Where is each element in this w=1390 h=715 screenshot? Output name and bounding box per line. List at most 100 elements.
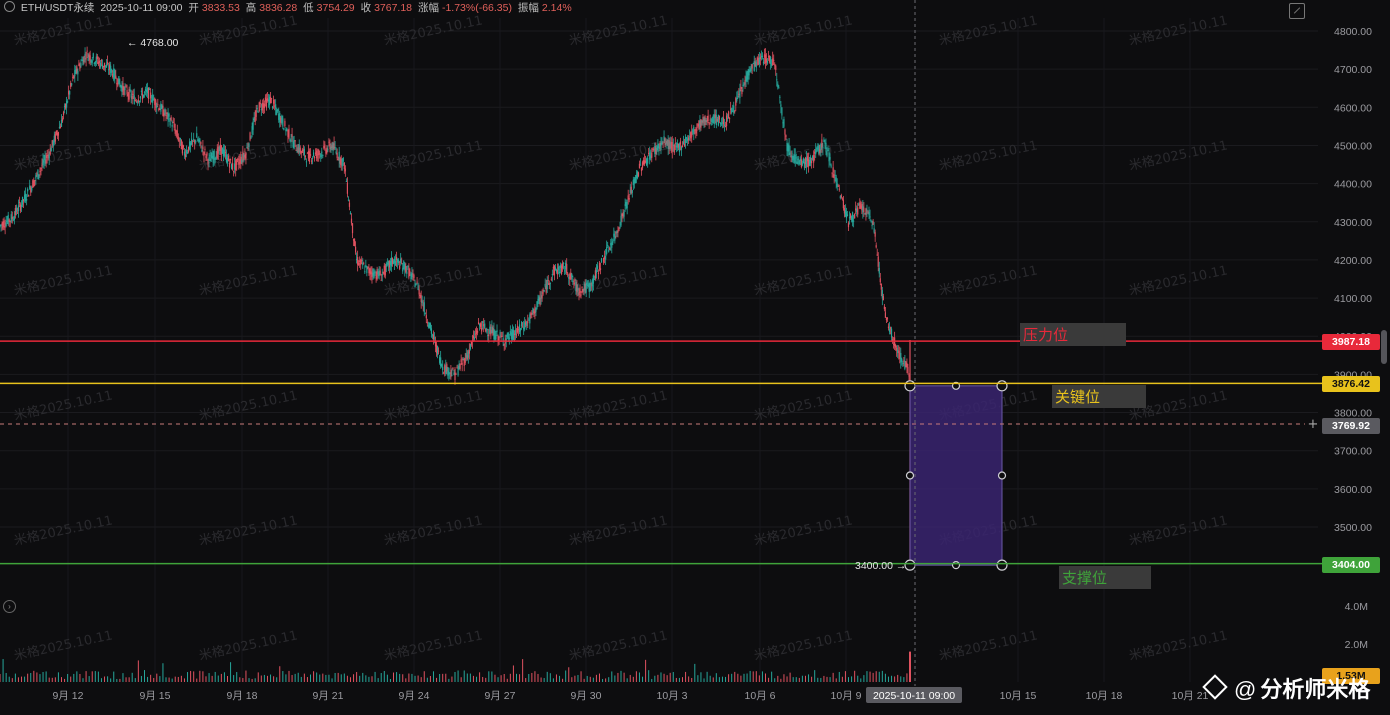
candle-body <box>882 296 884 301</box>
candle-body <box>202 146 204 150</box>
change-label: 涨幅 <box>417 2 439 14</box>
key-price-tag: 3876.42 <box>1322 376 1380 392</box>
candle-body <box>794 154 796 163</box>
x-tick-label: 9月 18 <box>227 690 258 702</box>
candle-body <box>682 141 685 145</box>
candle-body <box>609 247 611 251</box>
candle-body <box>589 283 591 292</box>
candle-body <box>227 155 230 161</box>
candle-body <box>441 364 443 367</box>
candle-body <box>780 104 782 107</box>
candle-body <box>299 147 301 153</box>
candle-body <box>503 343 505 346</box>
candle-body <box>877 256 879 267</box>
candle-body <box>793 153 795 160</box>
candle-body <box>808 160 811 166</box>
collapse-arrow-icon[interactable]: › <box>3 600 16 613</box>
candle-body <box>512 329 515 340</box>
watermark-text: 米格2025.10.11 <box>383 387 485 424</box>
candle-body <box>831 172 833 174</box>
candle-body <box>508 337 510 340</box>
watermark-text: 米格2025.10.11 <box>568 627 670 664</box>
volume-tick-label: 4.0M <box>1345 601 1368 613</box>
candle-body <box>784 129 786 135</box>
candle-body <box>249 132 251 141</box>
candle-body <box>864 213 866 215</box>
candle-body <box>338 151 340 161</box>
candle-body <box>72 76 74 78</box>
candle-body <box>709 119 711 121</box>
candle-body <box>261 102 263 111</box>
candle-body <box>728 111 730 119</box>
candle-body <box>488 334 490 337</box>
candle-body <box>323 145 325 149</box>
candle-body <box>213 150 215 160</box>
candle-body <box>858 203 860 205</box>
candle-body <box>455 373 457 375</box>
candle-body <box>346 182 348 194</box>
candle-body <box>559 265 562 269</box>
candle-body <box>451 375 453 377</box>
candle-body <box>804 157 807 165</box>
candle-body <box>364 271 366 273</box>
candle-body <box>470 341 472 345</box>
candle-body <box>327 149 329 151</box>
candle-body <box>598 262 601 270</box>
candle-body <box>740 86 742 90</box>
candle-body <box>585 283 587 293</box>
candle-body <box>830 164 832 168</box>
candle-body <box>596 265 599 270</box>
candle-body <box>752 63 754 65</box>
candle-body <box>53 135 55 143</box>
candle-body <box>335 151 337 154</box>
candle-body <box>817 146 819 151</box>
candle-body <box>216 148 218 159</box>
candle-body <box>367 266 369 268</box>
candle-body <box>155 100 157 108</box>
candle-body <box>572 281 574 283</box>
y-tick-label: 4400.00 <box>1334 179 1372 191</box>
candle-body <box>558 271 561 274</box>
candle-body <box>838 188 840 190</box>
candle-body <box>896 347 898 351</box>
x-tick-label: 9月 24 <box>399 690 430 702</box>
candle-body <box>446 364 448 372</box>
low-value: 3754.29 <box>316 2 355 14</box>
watermark-text: 米格2025.10.11 <box>1128 512 1230 549</box>
candle-body <box>243 155 245 157</box>
candle-body <box>424 313 426 315</box>
candle-body <box>524 322 526 330</box>
candle-body <box>669 141 671 149</box>
candle-body <box>386 263 388 265</box>
watermark-text: 米格2025.10.11 <box>1128 12 1230 49</box>
candle-body <box>29 185 31 189</box>
candle-body <box>184 154 187 158</box>
candle-body <box>631 190 633 193</box>
candle-body <box>276 109 278 115</box>
candle-body <box>679 141 682 145</box>
candle-body <box>404 263 406 271</box>
volume-tick-label: 2.0M <box>1345 639 1368 651</box>
candle-body <box>36 173 38 175</box>
brand-at: @ <box>1234 677 1257 702</box>
candle-body <box>209 155 211 157</box>
candle-body <box>89 55 91 61</box>
candle-body <box>328 141 330 143</box>
y-tick-label: 4300.00 <box>1334 217 1372 229</box>
candle-body <box>478 323 481 326</box>
fullscreen-icon[interactable] <box>1289 3 1305 19</box>
candle-body <box>461 362 463 365</box>
candle-body <box>110 65 112 73</box>
candle-body <box>472 335 475 339</box>
candle-body <box>636 171 639 179</box>
candle-body <box>421 300 423 303</box>
candle-body <box>722 117 725 125</box>
x-tick-label: 9月 21 <box>313 690 344 702</box>
candle-body <box>94 61 96 65</box>
candle-body <box>442 366 444 371</box>
candle-body <box>505 338 507 342</box>
range-box-handle <box>951 561 961 570</box>
candle-body <box>329 143 331 150</box>
